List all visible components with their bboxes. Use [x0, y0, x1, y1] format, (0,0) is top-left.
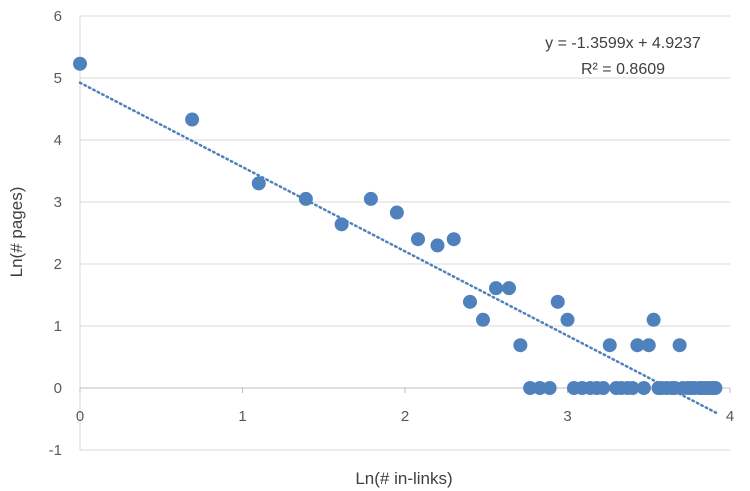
data-point	[463, 294, 477, 309]
data-point	[550, 294, 565, 309]
data-point	[630, 338, 645, 353]
data-point	[389, 205, 404, 220]
x-tick-label: 2	[401, 408, 409, 425]
data-point	[708, 381, 723, 395]
data-point	[251, 176, 266, 191]
data-point	[641, 338, 656, 353]
y-tick-label: 6	[54, 8, 62, 25]
data-point	[636, 381, 651, 395]
y-tick-label: 5	[54, 70, 62, 87]
data-point	[298, 191, 313, 206]
gridlines	[80, 15, 730, 451]
data-point	[446, 232, 461, 247]
data-point	[672, 338, 687, 353]
data-point	[596, 381, 611, 395]
y-tick-label: 3	[54, 194, 62, 211]
y-tick-label: 4	[54, 132, 62, 149]
data-point	[430, 238, 445, 253]
trendline	[78, 81, 719, 415]
trendline-r-squared: R² = 0.8609	[581, 61, 665, 78]
x-tick-label: 1	[238, 408, 246, 425]
data-point	[542, 381, 557, 395]
y-tick-label: 2	[54, 256, 62, 273]
data-point	[73, 56, 87, 71]
data-point	[532, 381, 547, 395]
trendline-line	[78, 81, 719, 415]
x-tick-label: 0	[76, 408, 84, 425]
data-point	[489, 281, 503, 296]
data-point	[334, 217, 349, 232]
data-point	[625, 381, 640, 395]
y-tick-label: -1	[49, 442, 62, 459]
data-point	[363, 191, 378, 206]
y-axis-title: Ln(# pages)	[7, 187, 26, 278]
data-point	[560, 312, 575, 327]
data-point	[502, 281, 516, 296]
y-tick-label: 1	[54, 318, 62, 335]
trendline-equation: y = -1.3599x + 4.9237	[545, 35, 701, 52]
data-point	[513, 338, 528, 353]
x-axis-title: Ln(# in-links)	[355, 469, 452, 488]
data-point	[476, 312, 490, 327]
data-point	[411, 232, 425, 247]
data-point	[185, 112, 200, 127]
data-point	[523, 381, 538, 395]
data-point	[646, 312, 661, 327]
tick-labels: -1 0 1 2 3 4 5 6 0 1 2 3 4	[49, 8, 735, 459]
x-tick-label: 3	[563, 408, 571, 425]
data-point	[602, 338, 617, 353]
x-tick-label: 4	[726, 408, 734, 425]
data-points	[73, 56, 723, 395]
y-tick-label: 0	[54, 380, 62, 397]
